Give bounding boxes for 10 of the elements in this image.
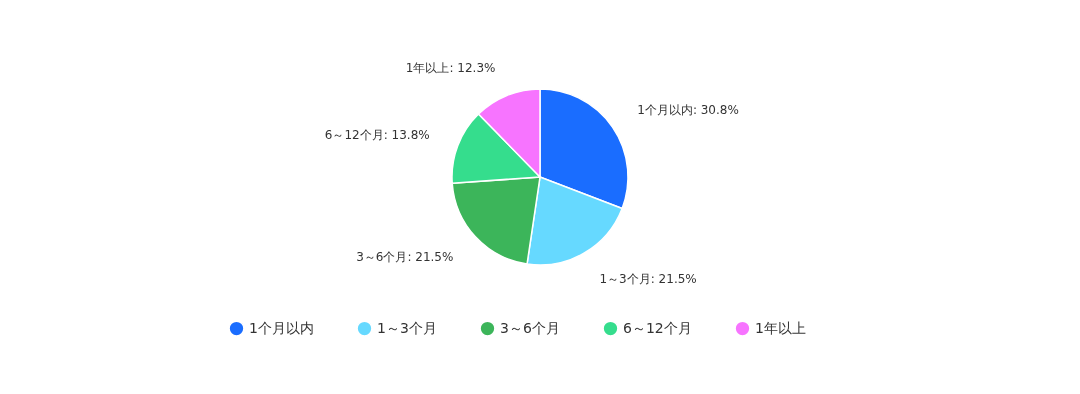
legend-label: 1个月以内 <box>249 319 314 336</box>
legend-label: 1年以上 <box>755 319 806 336</box>
data-label: 3～6个月: 21.5% <box>356 250 454 265</box>
data-label: 1年以上: 12.3% <box>405 60 496 75</box>
legend-label: 1～3个月 <box>377 319 437 336</box>
data-label: 1个月以内: 30.8% <box>637 103 739 118</box>
data-label: 6～12个月: 13.8% <box>324 128 430 143</box>
legend-label: 3～6个月 <box>500 319 560 336</box>
data-label: 1～3个月: 21.5% <box>599 271 697 286</box>
legend-label: 6～12个月 <box>623 319 692 336</box>
